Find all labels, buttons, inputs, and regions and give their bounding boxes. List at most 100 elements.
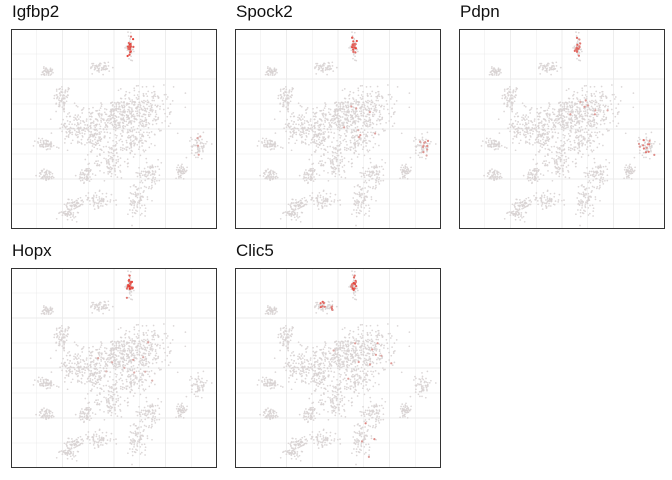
data-point xyxy=(522,114,525,116)
data-point xyxy=(609,121,611,124)
data-point xyxy=(496,176,498,178)
data-point xyxy=(516,87,518,90)
data-point xyxy=(509,130,511,133)
data-point xyxy=(363,192,366,195)
data-point xyxy=(342,139,345,142)
data-point xyxy=(270,69,273,72)
data-point xyxy=(394,111,396,113)
data-point xyxy=(102,145,105,148)
data-point xyxy=(553,159,556,162)
data-point xyxy=(341,158,344,161)
data-point xyxy=(94,174,97,177)
data-point xyxy=(574,131,577,133)
data-point xyxy=(599,104,601,106)
data-point xyxy=(579,102,581,105)
data-point xyxy=(269,176,271,178)
data-point xyxy=(378,93,380,95)
data-point xyxy=(517,129,519,132)
data-point xyxy=(280,95,283,98)
data-point xyxy=(324,102,326,104)
data-point xyxy=(495,178,498,181)
data-point xyxy=(570,144,572,146)
data-point xyxy=(271,143,274,146)
data-point xyxy=(107,141,109,143)
data-point xyxy=(379,113,382,116)
data-point xyxy=(404,167,407,170)
data-point xyxy=(626,170,629,172)
data-point xyxy=(257,140,260,142)
data-point xyxy=(546,131,549,134)
data-point xyxy=(497,148,499,150)
data-point xyxy=(121,135,124,137)
data-point xyxy=(76,122,79,124)
data-point xyxy=(68,123,71,126)
data-point xyxy=(105,128,108,131)
data-point xyxy=(533,127,536,130)
data-point xyxy=(88,136,90,139)
data-point xyxy=(490,146,493,149)
data-point xyxy=(578,145,581,148)
data-point xyxy=(551,151,553,154)
data-point xyxy=(553,128,556,131)
data-point xyxy=(575,108,578,111)
data-point-expressed xyxy=(353,44,356,47)
data-point xyxy=(273,148,275,150)
data-point xyxy=(602,118,605,121)
data-point xyxy=(111,104,114,107)
data-point xyxy=(573,139,576,142)
data-point xyxy=(317,195,319,198)
data-point xyxy=(94,136,97,139)
data-point xyxy=(542,126,545,129)
data-point-expressed xyxy=(352,48,355,51)
data-point xyxy=(500,176,503,179)
data-point xyxy=(78,177,81,180)
data-point xyxy=(106,118,109,121)
data-point xyxy=(148,131,151,134)
data-point xyxy=(298,133,301,136)
data-point xyxy=(618,111,620,113)
data-point xyxy=(595,134,597,137)
data-point xyxy=(324,198,327,201)
data-point xyxy=(114,123,116,125)
data-point xyxy=(47,178,50,181)
data-point xyxy=(316,64,318,67)
data-point xyxy=(51,172,54,175)
data-point xyxy=(343,146,346,149)
data-point xyxy=(39,139,42,142)
data-point xyxy=(275,175,278,178)
data-point xyxy=(136,205,138,207)
data-point xyxy=(336,145,339,147)
data-point xyxy=(327,66,329,69)
data-point xyxy=(537,125,539,127)
data-point xyxy=(84,169,86,172)
data-point xyxy=(591,185,594,188)
data-point xyxy=(649,147,652,150)
data-point xyxy=(596,131,599,134)
data-point xyxy=(506,103,509,106)
data-point xyxy=(546,136,548,138)
data-point xyxy=(91,145,94,147)
data-point xyxy=(263,145,266,148)
data-point xyxy=(334,193,337,196)
data-point xyxy=(343,88,346,90)
data-point xyxy=(498,143,501,145)
data-point xyxy=(147,90,150,93)
data-point xyxy=(602,109,605,112)
data-point xyxy=(123,104,125,107)
data-point xyxy=(80,203,83,206)
data-point xyxy=(286,118,288,121)
data-point xyxy=(529,136,532,138)
data-point xyxy=(114,173,117,176)
data-point-expressed xyxy=(352,50,355,53)
data-point xyxy=(298,114,301,116)
data-point xyxy=(547,107,550,109)
data-point xyxy=(292,202,295,204)
data-point xyxy=(332,119,334,122)
data-point xyxy=(654,140,656,143)
data-point xyxy=(131,59,134,62)
data-point xyxy=(562,149,564,151)
data-point xyxy=(326,198,329,201)
data-point xyxy=(516,133,518,136)
data-point xyxy=(152,177,154,180)
data-point xyxy=(88,115,91,118)
